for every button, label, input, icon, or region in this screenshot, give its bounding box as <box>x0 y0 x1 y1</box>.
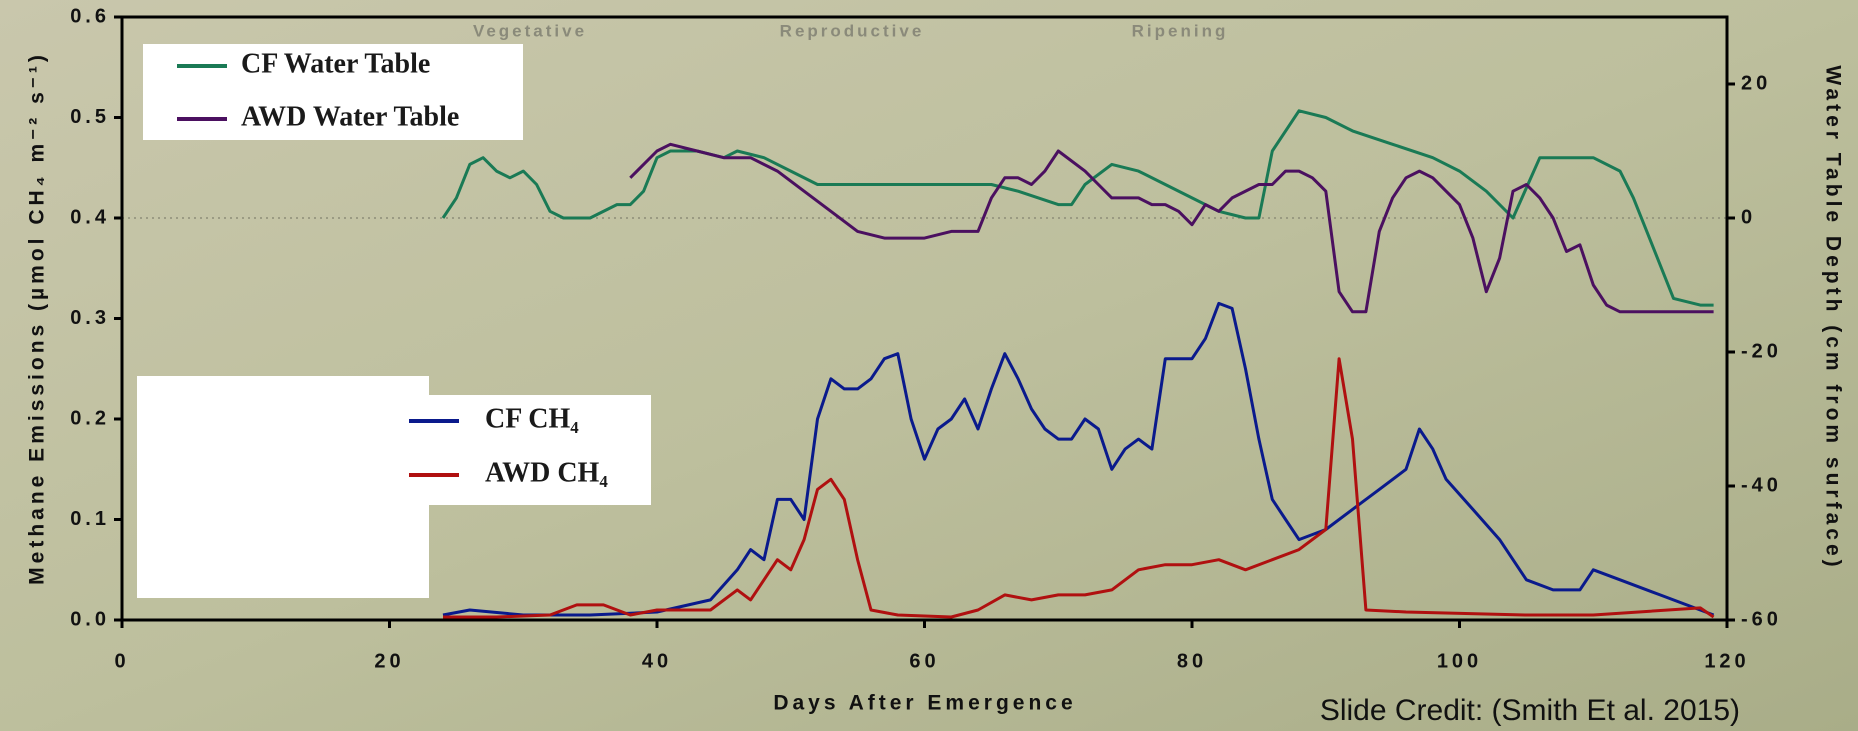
y-tick-label: 0.3 <box>70 307 110 329</box>
y2-tick-label: -20 <box>1741 340 1782 362</box>
y-tick-label: 0.5 <box>70 106 110 128</box>
series-line <box>443 357 1715 619</box>
blank-box <box>137 376 429 598</box>
x-tick-label: 0 <box>114 650 129 672</box>
legend-box <box>395 395 651 505</box>
y2-tick-label: 20 <box>1741 72 1771 94</box>
x-tick-label: 80 <box>1177 650 1207 672</box>
series-line <box>629 142 1714 314</box>
x-tick-label: 120 <box>1704 650 1749 672</box>
series-line <box>441 109 1714 307</box>
y2-axis-label: Water Table Depth (cm from surface) <box>1821 65 1844 570</box>
legend-label: AWD Water Table <box>241 101 459 132</box>
phase-label: Vegetative <box>473 21 587 40</box>
series-line <box>442 301 1715 617</box>
legend-label: CF CH₄ <box>485 403 579 434</box>
y-tick-label: 0.2 <box>70 407 110 429</box>
x-tick-label: 100 <box>1437 650 1482 672</box>
y-tick-label: 0.1 <box>70 508 110 530</box>
legend-label: AWD CH₄ <box>485 457 608 488</box>
y-tick-label: 0.4 <box>70 206 110 228</box>
y-tick-label: 0.0 <box>70 608 110 630</box>
legend-label: CF Water Table <box>241 48 430 79</box>
x-tick-label: 20 <box>374 650 404 672</box>
y-tick-label: 0.6 <box>70 5 110 27</box>
phase-label: Reproductive <box>780 21 925 40</box>
x-tick-label: 60 <box>909 650 939 672</box>
y2-tick-label: 0 <box>1741 206 1756 228</box>
y2-tick-label: -60 <box>1741 608 1782 630</box>
x-tick-label: 40 <box>642 650 672 672</box>
x-axis-label: Days After Emergence <box>773 692 1076 715</box>
y2-tick-label: -40 <box>1741 474 1782 496</box>
phase-label: Ripening <box>1132 21 1229 40</box>
y-axis-label: Methane Emissions (µmol CH₄ m⁻² s⁻¹) <box>26 51 49 585</box>
legend-box <box>143 44 523 140</box>
credit: Slide Credit: (Smith Et al. 2015) <box>1320 694 1740 727</box>
